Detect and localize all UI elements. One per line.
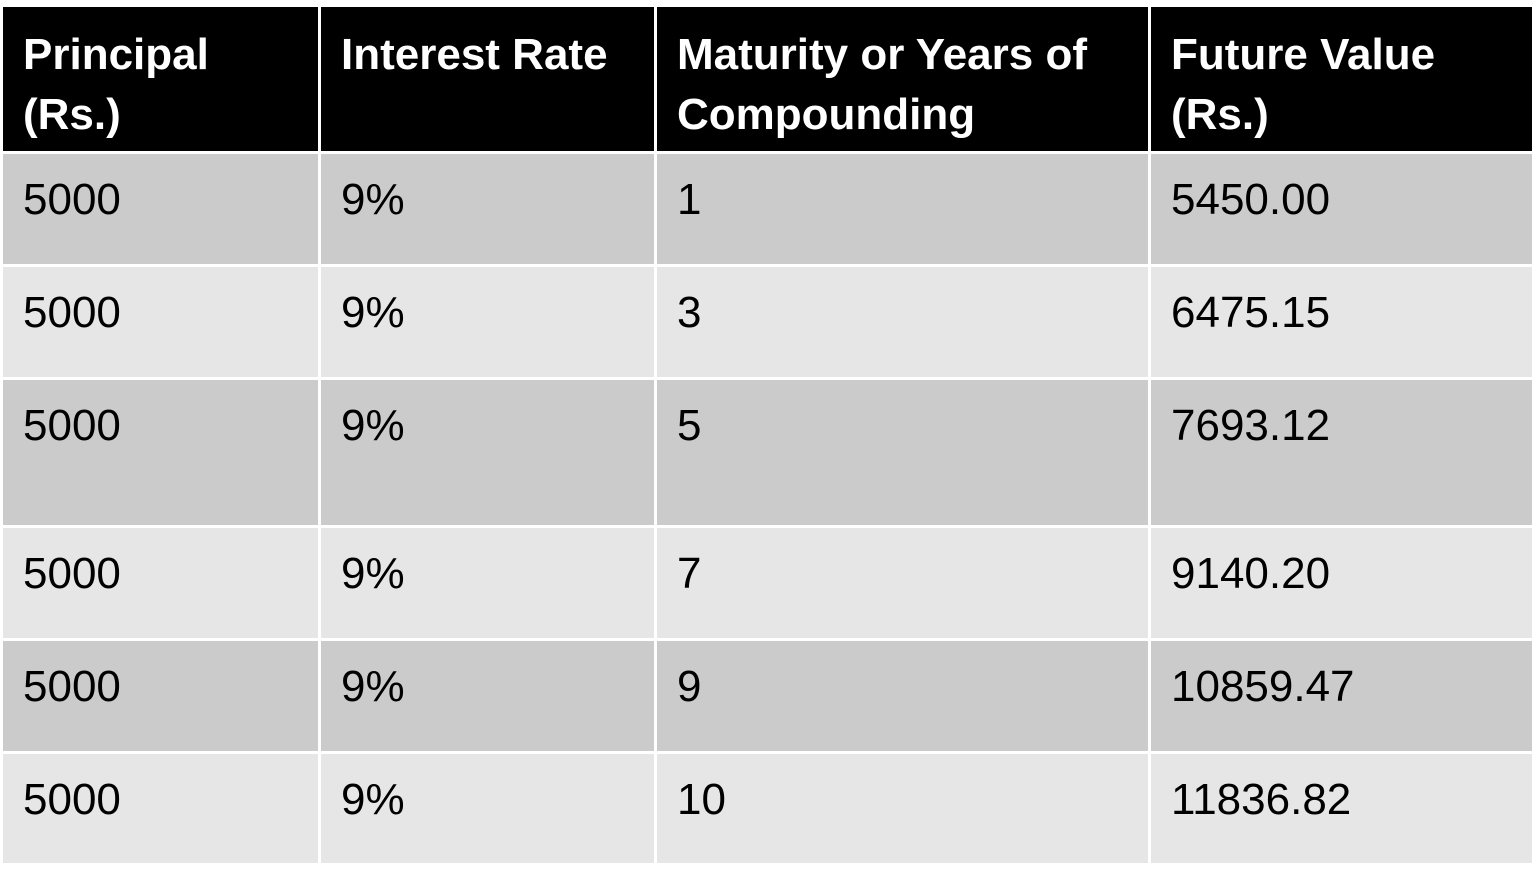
header-maturity-line1: Maturity or Years of <box>677 30 1087 79</box>
cell-rate: 9% <box>318 525 657 641</box>
header-future-value-line1: Future Value <box>1171 30 1436 79</box>
header-maturity-line2: Compounding <box>677 90 976 139</box>
cell-future-value: 10859.47 <box>1148 638 1535 754</box>
cell-future-value: 6475.15 <box>1148 264 1535 380</box>
header-principal: Principal (Rs.) <box>0 4 321 154</box>
cell-future-value: 7693.12 <box>1148 377 1535 528</box>
header-interest-rate-line1: Interest Rate <box>341 30 608 79</box>
header-interest-rate: Interest Rate <box>318 4 657 154</box>
cell-principal: 5000 <box>0 151 321 267</box>
header-row: Principal (Rs.) Interest Rate Maturity o… <box>0 4 1535 154</box>
cell-years: 3 <box>654 264 1151 380</box>
header-principal-line1: Principal <box>23 30 209 79</box>
table-row: 5000 9% 3 6475.15 <box>0 264 1535 380</box>
table-body: 5000 9% 1 5450.00 5000 9% 3 6475.15 5000… <box>0 151 1535 866</box>
cell-rate: 9% <box>318 751 657 866</box>
cell-principal: 5000 <box>0 751 321 866</box>
cell-rate: 9% <box>318 638 657 754</box>
header-maturity: Maturity or Years of Compounding <box>654 4 1151 154</box>
header-principal-line2: (Rs.) <box>23 90 121 139</box>
cell-years: 10 <box>654 751 1151 866</box>
cell-principal: 5000 <box>0 638 321 754</box>
table-row: 5000 9% 7 9140.20 <box>0 525 1535 641</box>
cell-future-value: 9140.20 <box>1148 525 1535 641</box>
cell-rate: 9% <box>318 377 657 528</box>
cell-future-value: 11836.82 <box>1148 751 1535 866</box>
cell-future-value: 5450.00 <box>1148 151 1535 267</box>
cell-principal: 5000 <box>0 377 321 528</box>
future-value-table: Principal (Rs.) Interest Rate Maturity o… <box>0 4 1535 866</box>
cell-years: 9 <box>654 638 1151 754</box>
cell-years: 7 <box>654 525 1151 641</box>
header-future-value: Future Value (Rs.) <box>1148 4 1535 154</box>
cell-years: 5 <box>654 377 1151 528</box>
table-row: 5000 9% 10 11836.82 <box>0 751 1535 866</box>
table-row: 5000 9% 9 10859.47 <box>0 638 1535 754</box>
table-row: 5000 9% 5 7693.12 <box>0 377 1535 528</box>
cell-principal: 5000 <box>0 264 321 380</box>
cell-principal: 5000 <box>0 525 321 641</box>
cell-rate: 9% <box>318 264 657 380</box>
header-future-value-line2: (Rs.) <box>1171 90 1269 139</box>
cell-years: 1 <box>654 151 1151 267</box>
cell-rate: 9% <box>318 151 657 267</box>
table-header: Principal (Rs.) Interest Rate Maturity o… <box>0 4 1535 154</box>
table-row: 5000 9% 1 5450.00 <box>0 151 1535 267</box>
